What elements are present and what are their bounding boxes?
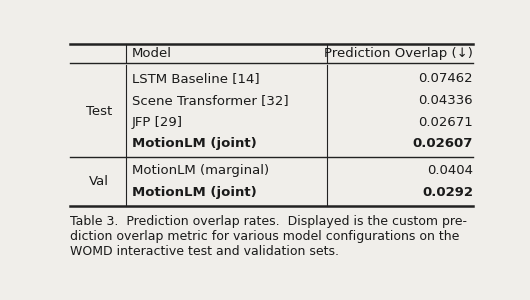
Text: 0.02671: 0.02671 [418, 116, 473, 128]
Text: JFP [29]: JFP [29] [132, 116, 183, 128]
Text: 0.02607: 0.02607 [412, 137, 473, 151]
Text: Scene Transformer [32]: Scene Transformer [32] [132, 94, 289, 106]
Text: 0.04336: 0.04336 [418, 94, 473, 106]
Text: Test: Test [86, 105, 112, 118]
Text: MotionLM (joint): MotionLM (joint) [132, 186, 257, 199]
Text: 0.0404: 0.0404 [427, 164, 473, 177]
Text: Val: Val [89, 175, 109, 188]
Text: Table 3.  Prediction overlap rates.  Displayed is the custom pre-
diction overla: Table 3. Prediction overlap rates. Displ… [70, 215, 467, 258]
Text: 0.07462: 0.07462 [418, 72, 473, 85]
Text: MotionLM (joint): MotionLM (joint) [132, 137, 257, 151]
Text: LSTM Baseline [14]: LSTM Baseline [14] [132, 72, 260, 85]
Text: 0.0292: 0.0292 [422, 186, 473, 199]
Text: Prediction Overlap (↓): Prediction Overlap (↓) [324, 47, 473, 60]
Text: Model: Model [132, 47, 172, 60]
Text: MotionLM (marginal): MotionLM (marginal) [132, 164, 269, 177]
